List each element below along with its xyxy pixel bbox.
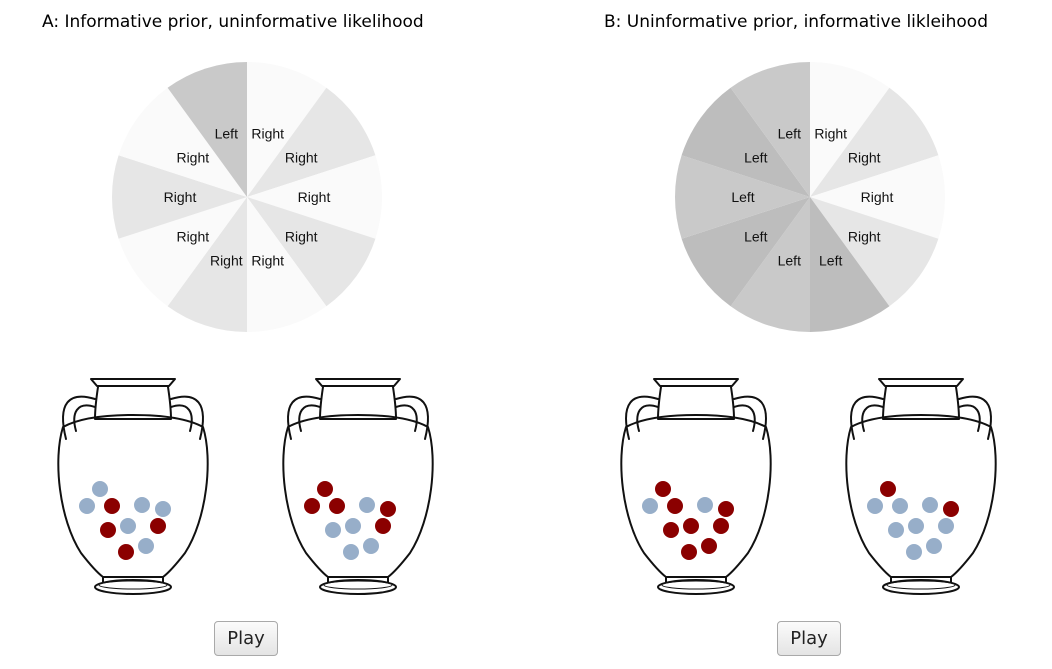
panel-a-spinner-wheel: RightRightRightRightRightRightRightRight…: [111, 61, 383, 332]
panel-b-title: B: Uninformative prior, informative likl…: [604, 12, 989, 32]
wheel-segment: [730, 61, 810, 197]
red-ball: [681, 544, 697, 560]
wheel-segment: [247, 61, 327, 197]
wheel-segment-label: Left: [215, 125, 238, 141]
wheel-segment: [247, 87, 376, 197]
blue-ball: [92, 481, 108, 497]
wheel-segment-label: Left: [744, 150, 767, 166]
blue-ball: [325, 522, 341, 538]
wheel-segment: [118, 87, 247, 197]
wheel-segment-label: Right: [251, 253, 284, 269]
wheel-segment: [247, 155, 383, 239]
wheel-segment: [167, 62, 247, 197]
wheel-segment-label: Right: [848, 228, 881, 244]
wheel-segment-label: Right: [251, 125, 284, 141]
blue-ball: [363, 538, 379, 554]
wheel-segment: [118, 197, 247, 307]
panel-a-play-button[interactable]: Play: [214, 621, 278, 656]
wheel-segment: [674, 155, 810, 239]
blue-ball: [892, 498, 908, 514]
blue-ball: [155, 501, 171, 517]
red-ball: [683, 518, 699, 534]
panel-a-graphics: RightRightRightRightRightRightRightRight…: [57, 61, 434, 595]
panel-b: B: Uninformative prior, informative likl…: [526, 0, 1052, 669]
wheel-segment: [167, 197, 247, 332]
red-ball: [104, 498, 120, 514]
panel-a-urn-2: [282, 378, 434, 595]
amphora-urn-icon: [282, 378, 434, 595]
panel-b-urn-2: [845, 378, 997, 595]
wheel-segment: [810, 155, 946, 239]
wheel-segment: [111, 155, 248, 239]
blue-ball: [120, 518, 136, 534]
wheel-segment: [730, 197, 810, 332]
red-ball: [880, 481, 896, 497]
red-ball: [713, 518, 729, 534]
panel-b-play-button[interactable]: Play: [777, 621, 841, 656]
panel-b-urn-1: [620, 378, 772, 595]
blue-ball: [343, 544, 359, 560]
amphora-urn-icon: [845, 378, 997, 595]
panel-a: A: Informative prior, uninformative like…: [42, 12, 434, 656]
wheel-segment-label: Left: [744, 228, 767, 244]
panel-a-urn-1: [57, 378, 209, 595]
red-ball: [118, 544, 134, 560]
red-ball: [701, 538, 717, 554]
red-ball: [375, 518, 391, 534]
blue-ball: [359, 497, 375, 513]
red-ball: [663, 522, 679, 538]
wheel-segment-label: Right: [814, 125, 847, 141]
wheel-segment: [810, 197, 939, 307]
blue-ball: [926, 538, 942, 554]
blue-ball: [867, 498, 883, 514]
blue-ball: [138, 538, 154, 554]
blue-ball: [642, 498, 658, 514]
wheel-segment-label: Left: [778, 125, 801, 141]
red-ball: [304, 498, 320, 514]
blue-ball: [906, 544, 922, 560]
wheel-segment-label: Right: [176, 150, 209, 166]
red-ball: [100, 522, 116, 538]
wheel-segment-label: Right: [861, 189, 894, 205]
wheel-segment: [681, 197, 810, 307]
blue-ball: [888, 522, 904, 538]
panel-b-graphics: RightRightRightRightLeftLeftLeftLeftLeft…: [620, 61, 997, 595]
wheel-segment-label: Right: [285, 228, 318, 244]
wheel-segment-label: Right: [164, 189, 197, 205]
wheel-segment-label: Right: [848, 150, 881, 166]
wheel-segment-label: Right: [285, 150, 318, 166]
wheel-segment: [247, 197, 327, 332]
panel-b-spinner-wheel: RightRightRightRightLeftLeftLeftLeftLeft…: [674, 61, 946, 332]
red-ball: [317, 481, 333, 497]
red-ball: [667, 498, 683, 514]
blue-ball: [134, 497, 150, 513]
wheel-segment-label: Left: [778, 253, 801, 269]
red-ball: [943, 501, 959, 517]
blue-ball: [908, 518, 924, 534]
red-ball: [718, 501, 734, 517]
blue-ball: [922, 497, 938, 513]
blue-ball: [938, 518, 954, 534]
blue-ball: [345, 518, 361, 534]
wheel-segment-label: Right: [176, 228, 209, 244]
panel-a-title: A: Informative prior, uninformative like…: [42, 12, 424, 32]
red-ball: [655, 481, 671, 497]
wheel-segment-label: Left: [819, 253, 842, 269]
wheel-segment: [247, 197, 376, 307]
red-ball: [380, 501, 396, 517]
wheel-segment: [810, 197, 890, 332]
wheel-segment-label: Right: [210, 253, 243, 269]
red-ball: [150, 518, 166, 534]
wheel-segment-label: Left: [731, 189, 754, 205]
wheel-segment: [681, 87, 810, 197]
wheel-segment-label: Right: [298, 189, 331, 205]
wheel-segment: [810, 61, 890, 197]
wheel-segment: [810, 87, 939, 197]
amphora-urn-icon: [57, 378, 209, 595]
blue-ball: [79, 498, 95, 514]
amphora-urn-icon: [620, 378, 772, 595]
red-ball: [329, 498, 345, 514]
blue-ball: [697, 497, 713, 513]
